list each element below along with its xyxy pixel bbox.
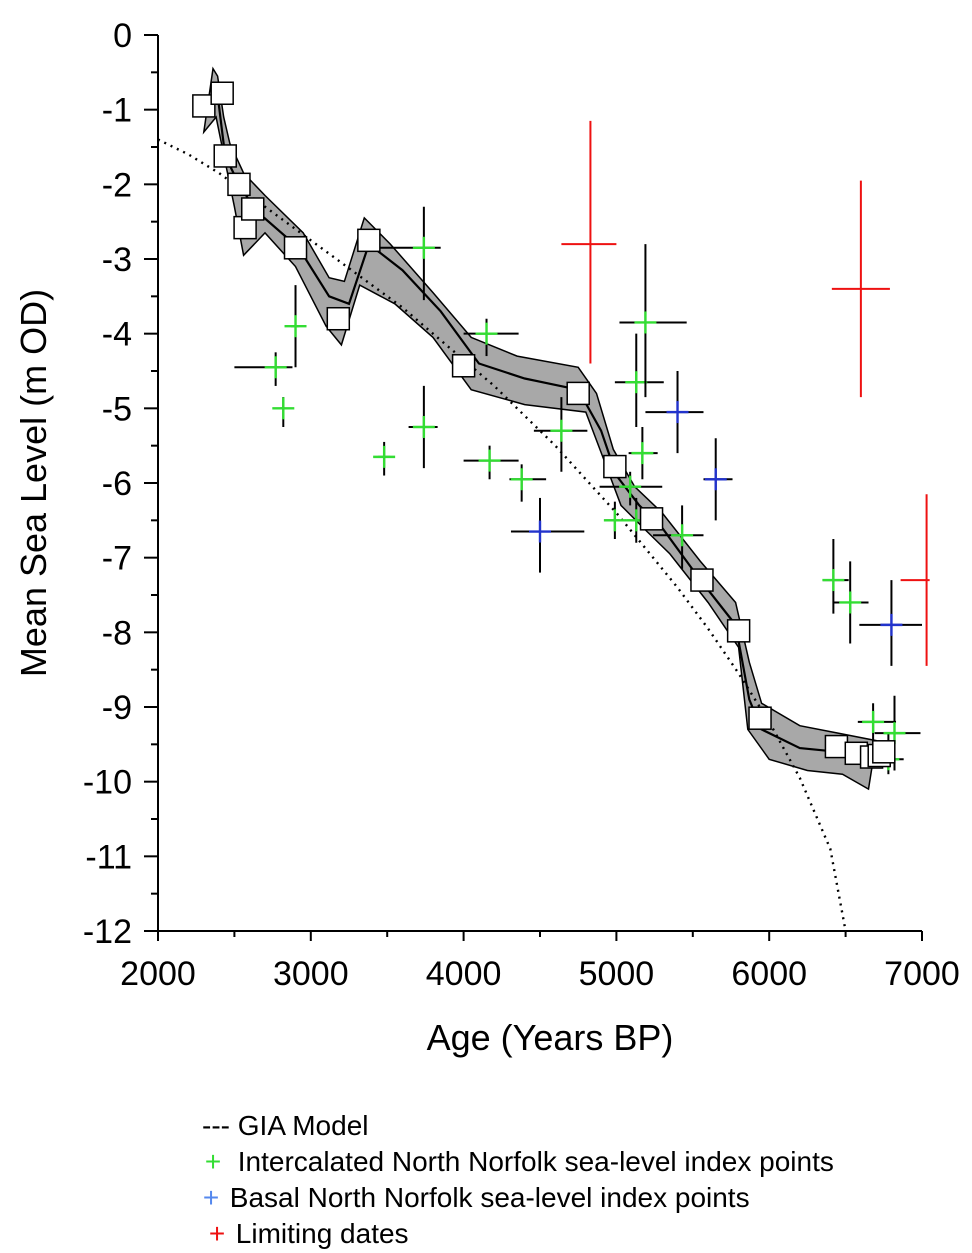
model-square-marker (240, 197, 265, 221)
gia-model-layer (157, 138, 847, 932)
x-axis-title: Age (Years BP) (427, 1017, 674, 1058)
intercalated-index-point (614, 333, 664, 427)
intercalated-index-point (653, 505, 704, 569)
legend-item-intercalated: + Intercalated North Norfolk sea-level i… (202, 1144, 958, 1180)
intercalated-index-point (373, 206, 441, 301)
model-square-marker (227, 172, 251, 197)
y-tick-label: -2 (102, 166, 132, 204)
model-square-marker (824, 734, 849, 759)
legend-red-cross-icon: + (208, 1218, 226, 1249)
intercalated-index-point (463, 318, 519, 357)
model-square-marker (326, 306, 351, 331)
y-tick-label: -8 (102, 614, 132, 652)
intercalated-index-point (619, 244, 687, 398)
limiting-index-point (900, 494, 930, 666)
legend-label-intercalated: Intercalated North Norfolk sea-level ind… (237, 1146, 834, 1177)
x-tick-label: 5000 (579, 955, 655, 993)
y-tick-label: -1 (102, 92, 132, 130)
legend-label-basal: Basal North Norfolk sea-level index poin… (229, 1182, 750, 1213)
limiting-index-point (831, 180, 890, 398)
model-square-marker (213, 144, 237, 168)
model-square-marker (566, 381, 590, 406)
intercalated-index-point (628, 427, 658, 480)
model-square-marker (872, 740, 896, 764)
x-tick-label: 6000 (731, 955, 807, 993)
intercalated-index-point (234, 352, 293, 386)
intercalated-index-point (408, 385, 438, 469)
y-tick-label: -10 (83, 764, 132, 802)
sea-level-chart: 0 -1 -2 -3 -4 -5 -6 -7 -8 -9 -10 -11 -12 2000 3000 4000… (13, 17, 960, 1058)
model-square-marker (451, 354, 476, 378)
basal-index-point (645, 371, 704, 454)
legend-dash-marker: --- (202, 1110, 230, 1141)
model-square-marker (603, 454, 627, 479)
axes-layer: 0 -1 -2 -3 -4 -5 -6 -7 -8 -9 -10 -11 -12 2000 3000 4000… (83, 17, 960, 993)
legend-green-cross-icon: + (204, 1146, 222, 1177)
intercalated-index-point (509, 464, 547, 502)
x-tick-label: 7000 (884, 955, 960, 993)
intercalated-index-point (603, 501, 626, 539)
intercalated-index-point (599, 471, 663, 506)
model-square-marker (283, 236, 308, 260)
model-square-marker (748, 706, 772, 730)
chart-legend: --- GIA Model + Intercalated North Norfo… (198, 1108, 958, 1252)
uncertainty-envelope (202, 66, 878, 791)
y-axis-title: Mean Sea Level (m OD) (13, 289, 54, 677)
legend-item-basal: + Basal North Norfolk sea-level index po… (200, 1180, 958, 1216)
intercalated-index-point (857, 703, 897, 745)
gia-model-line (157, 138, 847, 932)
y-tick-label: -3 (102, 241, 132, 279)
y-tick-label: -11 (85, 838, 132, 876)
y-tick-label: -4 (102, 316, 132, 354)
y-tick-label: -5 (102, 390, 132, 428)
uncertainty-envelope-layer (202, 66, 878, 791)
intercalated-index-point (533, 397, 588, 472)
intercalated-index-point (463, 445, 519, 480)
legend-item-gia: --- GIA Model (202, 1108, 958, 1144)
sea-level-curve-layer (203, 92, 877, 761)
model-squares-layer (192, 81, 896, 769)
legend-label-limiting: Limiting dates (235, 1218, 409, 1249)
index-points-layer (234, 120, 930, 775)
intercalated-index-point (373, 441, 396, 476)
model-square-marker (726, 619, 751, 643)
legend-label-gia: GIA Model (237, 1110, 369, 1141)
x-tick-label: 2000 (120, 955, 196, 993)
intercalated-index-point (272, 397, 295, 427)
intercalated-index-point (822, 539, 849, 614)
model-square-marker (210, 81, 234, 105)
y-tick-label: -9 (102, 689, 132, 727)
legend-item-limiting: + Limiting dates (206, 1216, 958, 1252)
basal-index-point (703, 438, 733, 521)
sea-level-curve-line (203, 92, 877, 761)
basal-index-point (510, 497, 585, 573)
model-square-marker (192, 94, 216, 118)
intercalated-index-point (833, 561, 869, 644)
intercalated-index-point (284, 285, 307, 368)
y-tick-label: -12 (83, 913, 132, 951)
x-tick-label: 4000 (426, 955, 502, 993)
basal-index-point (859, 580, 922, 666)
y-tick-label: -6 (102, 465, 132, 503)
model-square-marker (357, 228, 381, 253)
y-tick-label: -7 (102, 540, 132, 578)
x-tick-label: 3000 (273, 955, 349, 993)
limiting-index-point (561, 120, 617, 364)
y-tick-label: 0 (113, 17, 132, 55)
model-square-marker (690, 568, 714, 592)
legend-blue-cross-icon: + (202, 1182, 220, 1213)
model-square-marker (639, 507, 664, 531)
